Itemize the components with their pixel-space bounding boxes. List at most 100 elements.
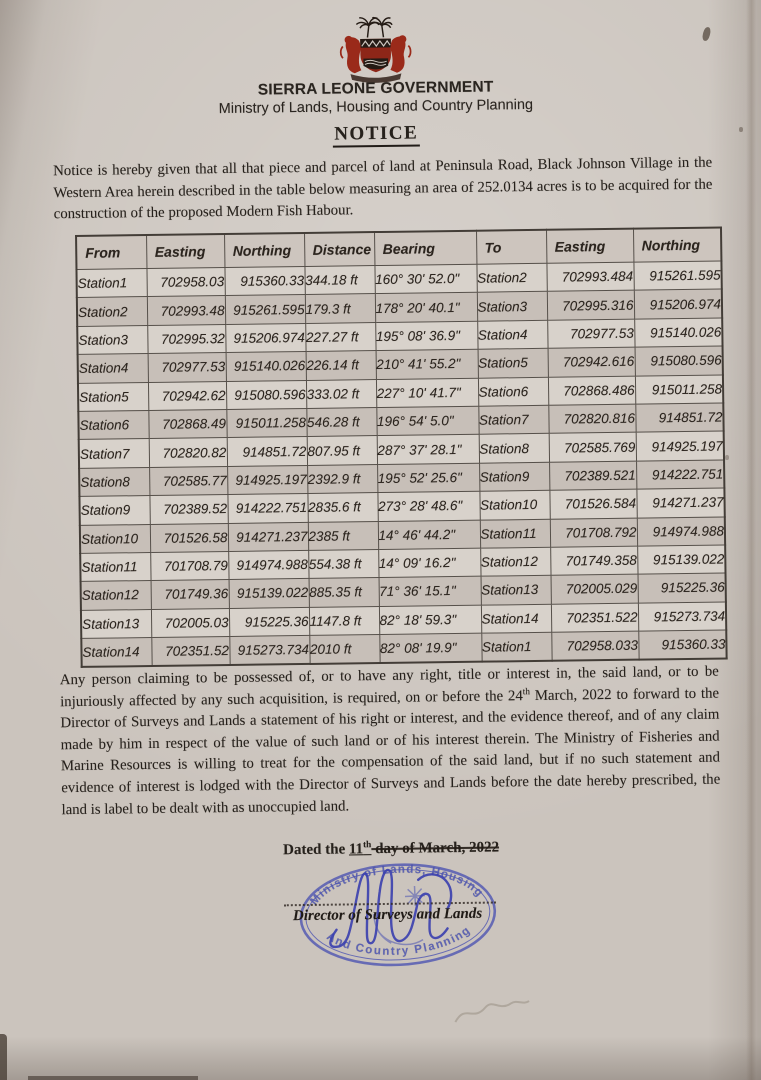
table-cell: 702820.82 — [148, 437, 228, 468]
table-cell: Station13 — [480, 575, 551, 605]
table-cell: Station6 — [78, 410, 149, 440]
table-cell: Station12 — [80, 580, 151, 611]
palm-trees-icon — [355, 16, 393, 38]
table-cell: Station7 — [478, 405, 549, 435]
table-cell: 915206.974 — [633, 289, 723, 319]
table-cell: 702820.816 — [548, 404, 636, 434]
table-cell: Station5 — [77, 382, 149, 412]
table-cell: Station3 — [476, 291, 548, 321]
table-cell: Station11 — [80, 552, 151, 582]
table-cell: Station11 — [479, 518, 551, 549]
table-cell: 227.27 ft — [305, 322, 376, 352]
table-cell: Station1 — [76, 268, 147, 298]
table-cell: 2010 ft — [309, 634, 380, 665]
table-cell: 915140.026 — [225, 351, 306, 382]
shield-icon — [360, 38, 391, 73]
stamp-crest-icon — [373, 885, 425, 946]
table-cell: 701526.58 — [149, 523, 229, 553]
table-cell: 915080.596 — [225, 380, 307, 410]
table-cell: 2385 ft — [307, 521, 379, 551]
table-cell: 702977.53 — [547, 318, 635, 349]
survey-table: From Easting Northing Distance Bearing To East… — [75, 226, 728, 669]
table-cell: 915225.36 — [637, 573, 726, 603]
table-cell: 914222.751 — [227, 493, 308, 524]
table-cell: 915360.33 — [224, 266, 305, 296]
table-cell: 702351.522 — [550, 602, 639, 633]
table-cell: 2835.6 ft — [307, 492, 378, 522]
table-cell: Station8 — [478, 433, 550, 463]
photo-speck — [725, 455, 729, 460]
table-cell: 915011.258 — [634, 374, 724, 405]
table-cell: 344.18 ft — [304, 265, 375, 295]
table-cell: 702585.77 — [149, 466, 228, 496]
notice-title-row: NOTICE — [0, 118, 757, 150]
table-cell: 702942.62 — [147, 381, 227, 411]
table-cell: 914271.237 — [636, 488, 725, 518]
table-cell: 71° 36' 15.1" — [378, 576, 481, 607]
table-cell: Station8 — [79, 467, 150, 497]
table-cell: 702868.49 — [148, 409, 227, 439]
table-cell: Station10 — [79, 524, 151, 554]
table-cell: 179.3 ft — [304, 293, 376, 324]
survey-table-body: Station1 702958.03 915360.33 344.18 ft 160° … — [76, 261, 727, 668]
table-cell: Station10 — [479, 490, 550, 520]
table-cell: Station4 — [77, 353, 148, 384]
acquisition-paragraph: Any person claiming to be possessed of, … — [60, 662, 721, 822]
table-cell: Station2 — [476, 263, 547, 293]
table-cell: 915140.026 — [634, 317, 723, 348]
table-cell: 702977.53 — [147, 352, 226, 383]
table-cell: 702005.029 — [550, 574, 638, 604]
column-header: Northing — [632, 227, 722, 263]
table-cell: 915273.734 — [637, 601, 727, 632]
signature-ink — [329, 868, 453, 949]
lion-supporters-icon — [339, 35, 412, 74]
column-header: Easting — [146, 234, 225, 269]
table-cell: 915273.734 — [229, 635, 310, 666]
table-cell: 702585.769 — [548, 432, 637, 463]
notice-title: NOTICE — [332, 122, 421, 148]
table-cell: Station5 — [477, 348, 548, 378]
table-cell: Station4 — [477, 320, 548, 350]
table-cell: 914974.988 — [228, 550, 309, 580]
table-cell: 702389.521 — [549, 460, 637, 491]
table-cell: 701749.36 — [150, 579, 229, 610]
intro-text: Notice is hereby given that all that pie… — [53, 154, 713, 223]
table-cell: 915360.33 — [638, 630, 727, 661]
table-cell: 273° 28' 48.6" — [377, 491, 480, 522]
table-cell: 196° 54' 5.0" — [376, 406, 479, 436]
photo-dark-corner — [0, 1034, 7, 1080]
table-cell: 914925.197 — [635, 431, 725, 461]
table-cell: Station2 — [76, 296, 148, 327]
table-cell: 2392.9 ft — [307, 464, 378, 494]
table-cell: 915011.258 — [226, 408, 307, 438]
table-cell: 546.28 ft — [306, 407, 377, 437]
table-cell: 287° 37' 28.1" — [376, 434, 480, 465]
table-cell: Station1 — [481, 632, 552, 663]
column-header: From — [76, 235, 147, 270]
table-cell: 195° 52' 25.6" — [377, 462, 480, 493]
table-cell: 14° 46' 44.2" — [377, 519, 481, 550]
table-cell: 702389.52 — [149, 494, 228, 525]
table-cell: 915139.022 — [228, 578, 309, 609]
table-cell: Station3 — [77, 325, 148, 355]
table-cell: 915261.595 — [224, 294, 306, 325]
photo-bottom-edge — [28, 1076, 198, 1080]
table-cell: 702868.486 — [547, 375, 636, 406]
table-cell: 554.38 ft — [308, 549, 379, 579]
table-cell: 82° 18' 59.3" — [378, 604, 482, 635]
table-cell: 210° 41' 55.2" — [375, 349, 478, 380]
table-cell: Station6 — [477, 376, 549, 407]
table-cell: 701708.79 — [150, 551, 229, 581]
page-edge-crease — [746, 0, 758, 1080]
table-cell: Station7 — [78, 438, 150, 469]
table-cell: Station14 — [81, 637, 152, 668]
photo-speck — [739, 127, 743, 132]
table-cell: 915261.595 — [633, 261, 722, 291]
table-cell: 701708.792 — [549, 517, 638, 548]
table-cell: 160° 30' 52.0" — [374, 264, 477, 294]
table-cell: 333.02 ft — [305, 379, 377, 409]
column-header: Bearing — [374, 230, 477, 266]
table-cell: 915080.596 — [634, 346, 723, 376]
